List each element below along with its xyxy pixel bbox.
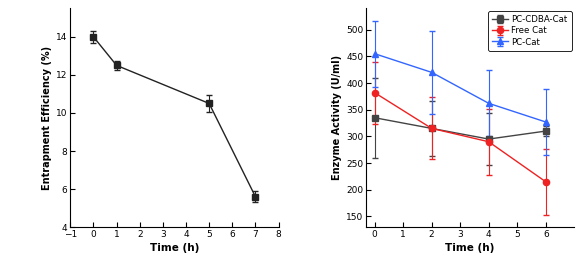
X-axis label: Time (h): Time (h) [150, 243, 199, 253]
Legend: PC-CDBA-Cat, Free Cat, PC-Cat: PC-CDBA-Cat, Free Cat, PC-Cat [488, 11, 572, 51]
X-axis label: Time (h): Time (h) [445, 243, 495, 253]
Y-axis label: Enzyme Activity (U/ml): Enzyme Activity (U/ml) [332, 55, 342, 180]
Y-axis label: Entrapment Efficiency (%): Entrapment Efficiency (%) [42, 46, 52, 190]
